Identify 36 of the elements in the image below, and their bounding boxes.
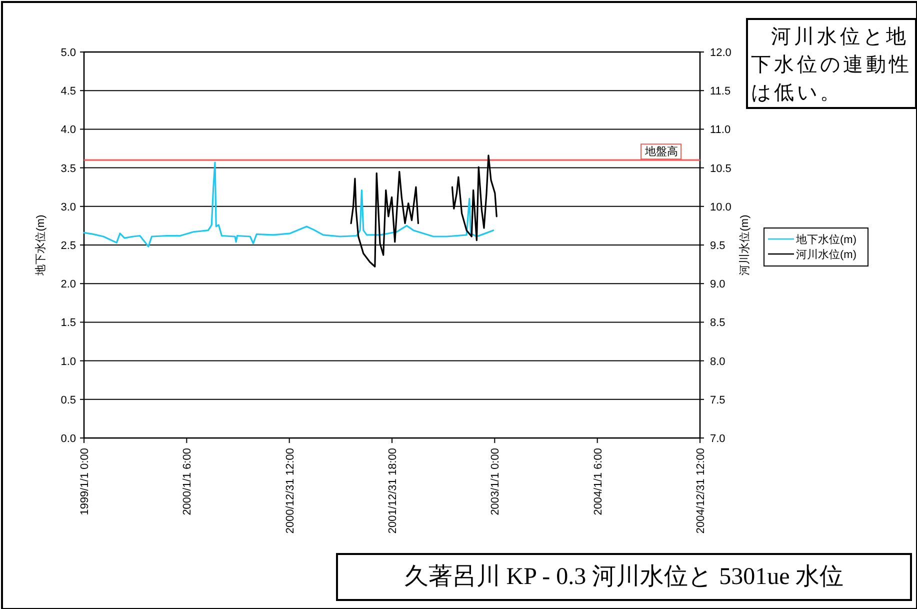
y2-tick-label: 7.0 (710, 433, 726, 445)
y2-axis-title: 河川水位(m) (738, 214, 751, 276)
y-tick-label: 2.5 (60, 240, 76, 252)
x-tick-label: 1999/1/1 0:00 (79, 448, 91, 516)
y2-tick-label: 9.0 (710, 278, 726, 291)
y-tick-label: 3.0 (60, 201, 76, 214)
y2-tick-label: 11.5 (710, 86, 731, 98)
y2-tick-label: 8.0 (710, 356, 726, 368)
y2-tick-label: 8.5 (710, 317, 726, 330)
x-tick-label: 2000/12/31 12:00 (284, 448, 296, 534)
y-tick-label: 4.0 (60, 124, 76, 136)
text: 河川水位と地下水位の連動性は低い。 (746, 18, 917, 109)
y-tick-label: 4.5 (60, 86, 76, 98)
y-tick-label: 1.0 (60, 356, 76, 368)
y2-tick-label: 11.0 (710, 124, 731, 136)
text: 久著呂川 KP - 0.3 河川水位と 5301ue 水位 (336, 553, 912, 601)
legend-label: 地下水位(m) (795, 233, 856, 246)
y-tick-label: 0.0 (60, 433, 76, 445)
y-tick-label: 1.5 (60, 317, 76, 330)
x-tick-label: 2004/1/1 6:00 (592, 448, 604, 516)
y-tick-label: 0.5 (60, 394, 76, 406)
x-tick-label: 2004/12/31 12:00 (695, 448, 707, 534)
y2-tick-label: 12.0 (710, 47, 732, 59)
y-tick-label: 3.5 (60, 162, 76, 175)
y2-tick-label: 7.5 (710, 394, 726, 406)
legend-label: 河川水位(m) (796, 248, 856, 261)
y-tick-label: 2.0 (60, 278, 76, 291)
y-axis-title: 地下水位(m) (34, 214, 47, 276)
x-tick-label: 2003/1/1 0:00 (490, 448, 502, 516)
y2-tick-label: 9.5 (710, 240, 726, 252)
y-tick-label: 5.0 (60, 47, 76, 59)
x-tick-label: 2000/1/1 6:00 (182, 448, 194, 516)
x-tick-label: 2001/12/31 18:00 (387, 448, 399, 534)
y2-tick-label: 10.0 (710, 201, 732, 214)
y2-tick-label: 10.5 (710, 162, 732, 175)
ref-line-label: 地盤高 (644, 145, 678, 158)
